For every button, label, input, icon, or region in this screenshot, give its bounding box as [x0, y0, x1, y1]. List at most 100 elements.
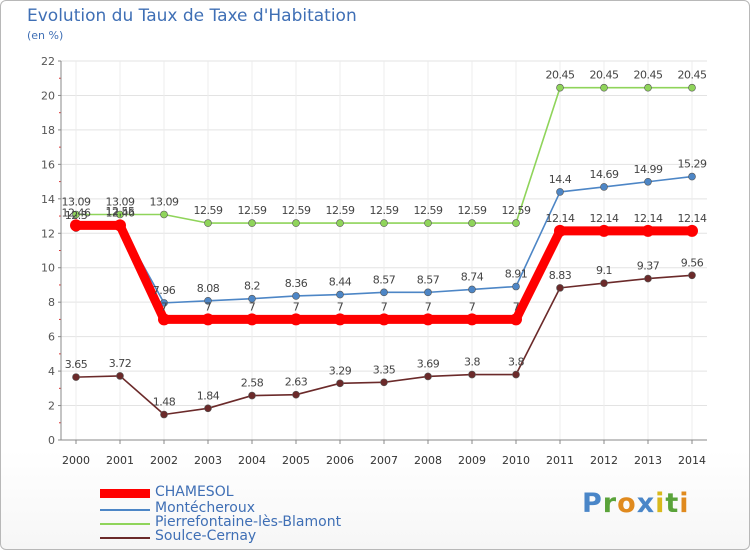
data-point	[424, 372, 432, 381]
data-point	[116, 372, 124, 380]
data-point	[204, 219, 212, 227]
data-label: 3.8	[508, 356, 524, 369]
data-label: 7.96	[153, 284, 176, 297]
data-label: 14.99	[634, 163, 663, 176]
data-point	[380, 378, 388, 387]
data-label: 3.35	[373, 363, 396, 376]
data-label: 3.72	[109, 357, 132, 370]
data-point	[644, 83, 652, 92]
data-label: 12.59	[282, 204, 311, 217]
data-point	[600, 83, 608, 92]
data-label: 9.37	[637, 260, 660, 273]
y-tick-label: 0	[48, 434, 55, 447]
data-label: 8.83	[549, 269, 572, 282]
data-point	[644, 274, 652, 283]
y-tick-label: 16	[41, 158, 55, 171]
x-tick-label: 2009	[458, 454, 486, 467]
legend-label: Soulce-Cernay	[155, 528, 257, 544]
data-label: 12.14	[634, 212, 663, 225]
data-point	[246, 313, 258, 326]
data-point	[510, 313, 522, 326]
x-tick-label: 2001	[106, 454, 134, 467]
data-point	[468, 285, 476, 294]
data-point	[334, 313, 346, 326]
logo-letter: P	[582, 488, 603, 519]
logo-letter: x	[636, 488, 656, 519]
data-point	[158, 313, 170, 326]
data-point	[686, 224, 698, 237]
data-label: 12.59	[458, 204, 487, 217]
data-label: 12.14	[678, 212, 707, 225]
data-point	[556, 188, 564, 196]
data-label: 20.45	[590, 69, 619, 82]
data-point	[292, 390, 300, 399]
data-label: 12.14	[590, 212, 619, 225]
data-point	[204, 404, 212, 413]
data-point	[70, 219, 82, 232]
proxiti-logo: Proxiti	[582, 488, 690, 519]
data-label: 12.14	[546, 212, 575, 225]
data-point	[248, 294, 256, 303]
x-tick-label: 2005	[282, 454, 310, 467]
legend-swatch	[100, 489, 150, 498]
legend-label: Pierrefontaine-lès-Blamont	[155, 514, 342, 530]
data-label: 7	[205, 300, 212, 313]
data-label: 8.91	[505, 268, 528, 281]
data-point	[468, 370, 476, 379]
data-label: 3.8	[464, 356, 480, 369]
data-point	[114, 219, 126, 232]
y-tick-label: 2	[48, 400, 55, 413]
data-label: 12.46	[106, 206, 135, 219]
logo-letter: i	[679, 488, 690, 519]
legend-swatch	[100, 537, 150, 539]
data-point	[72, 210, 80, 219]
data-point	[512, 370, 520, 379]
data-label: 13.09	[62, 195, 91, 208]
data-point	[688, 271, 696, 280]
y-tick-label: 20	[41, 89, 55, 102]
data-point	[468, 219, 476, 227]
data-point	[600, 183, 608, 191]
data-label: 14.4	[549, 173, 572, 186]
data-point	[424, 288, 432, 297]
y-tick-label: 14	[41, 193, 55, 206]
legend-label: CHAMESOL	[155, 484, 234, 500]
legend-label: Montécheroux	[155, 500, 255, 516]
logo-letter: r	[602, 488, 618, 519]
x-tick-label: 2003	[194, 454, 222, 467]
data-label: 8.44	[329, 276, 352, 289]
data-point	[292, 292, 300, 300]
x-tick-label: 2010	[502, 454, 530, 467]
data-label: 20.45	[678, 69, 707, 82]
data-label: 12.46	[62, 206, 91, 219]
data-point	[116, 210, 124, 219]
data-label: 7	[513, 300, 520, 313]
data-label: 20.45	[634, 69, 663, 82]
data-label: 8.57	[417, 273, 440, 286]
x-tick-label: 2004	[238, 454, 266, 467]
data-label: 13.09	[106, 195, 135, 208]
data-label: 12.59	[370, 204, 399, 217]
x-tick-label: 2014	[678, 454, 706, 467]
data-label: 13.09	[150, 195, 179, 208]
data-label: 7	[337, 300, 344, 313]
data-point	[378, 313, 390, 326]
data-point	[248, 219, 256, 227]
data-point	[466, 313, 478, 326]
data-point	[336, 219, 344, 227]
x-tick-label: 2011	[546, 454, 574, 467]
data-point	[422, 313, 434, 326]
logo-letter: o	[617, 488, 637, 519]
data-label: 12.55	[106, 205, 135, 218]
data-label: 12.59	[326, 204, 355, 217]
x-tick-label: 2013	[634, 454, 662, 467]
data-point	[336, 290, 344, 299]
data-label: 1.48	[153, 396, 176, 409]
data-label: 14.69	[590, 168, 619, 181]
data-point	[644, 177, 652, 186]
data-label: 3.65	[65, 358, 88, 371]
data-point	[160, 210, 168, 219]
legend-swatch	[100, 509, 150, 511]
